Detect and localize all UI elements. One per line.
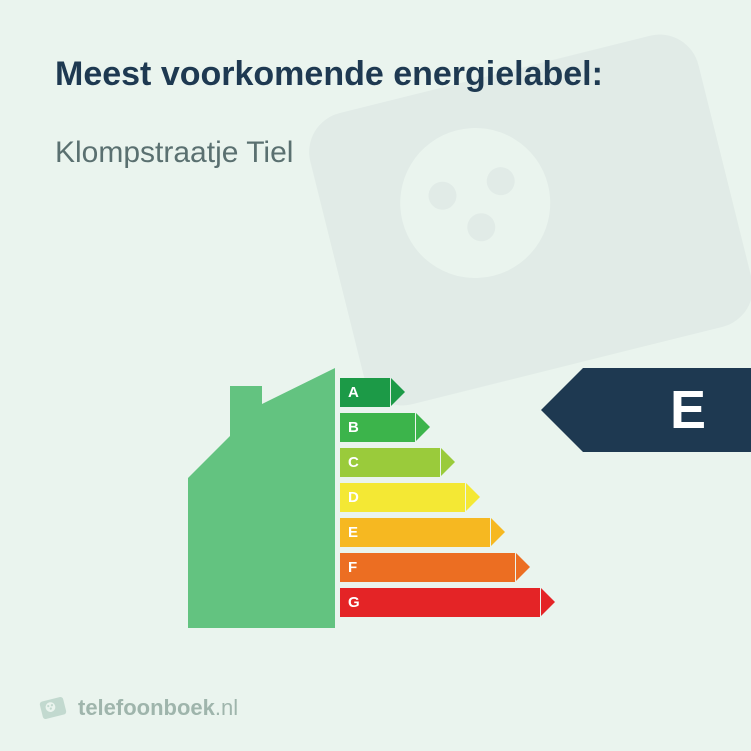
footer: telefoonboek.nl bbox=[38, 693, 238, 723]
energy-bar-E: E bbox=[340, 518, 490, 547]
energy-bar-F: F bbox=[340, 553, 515, 582]
energy-bar-label: G bbox=[348, 594, 360, 611]
indicator-arrow bbox=[541, 368, 583, 452]
telefoonboek-logo-icon bbox=[38, 693, 68, 723]
energy-bar-D: D bbox=[340, 483, 465, 512]
energy-bar-label: E bbox=[348, 524, 358, 541]
energy-bar-C: C bbox=[340, 448, 440, 477]
energy-bar-label: B bbox=[348, 419, 359, 436]
energy-bar-label: A bbox=[348, 384, 359, 401]
energy-bar-G: G bbox=[340, 588, 540, 617]
energy-bar-A: A bbox=[340, 378, 390, 407]
indicator-label: E bbox=[583, 368, 751, 452]
energy-bar-label: F bbox=[348, 559, 357, 576]
current-label-indicator: E bbox=[541, 368, 751, 452]
footer-bold: telefoonboek bbox=[78, 695, 215, 720]
energy-bar-B: B bbox=[340, 413, 415, 442]
page-subtitle: Klompstraatje Tiel bbox=[55, 136, 696, 170]
footer-rest: .nl bbox=[215, 695, 238, 720]
energy-bars: A B C D E F G bbox=[340, 378, 540, 617]
footer-text: telefoonboek.nl bbox=[78, 695, 238, 721]
page-title: Meest voorkomende energielabel: bbox=[55, 55, 696, 94]
house-shape bbox=[188, 368, 335, 628]
energy-bar-label: C bbox=[348, 454, 359, 471]
energy-bar-label: D bbox=[348, 489, 359, 506]
house-icon bbox=[170, 368, 335, 628]
